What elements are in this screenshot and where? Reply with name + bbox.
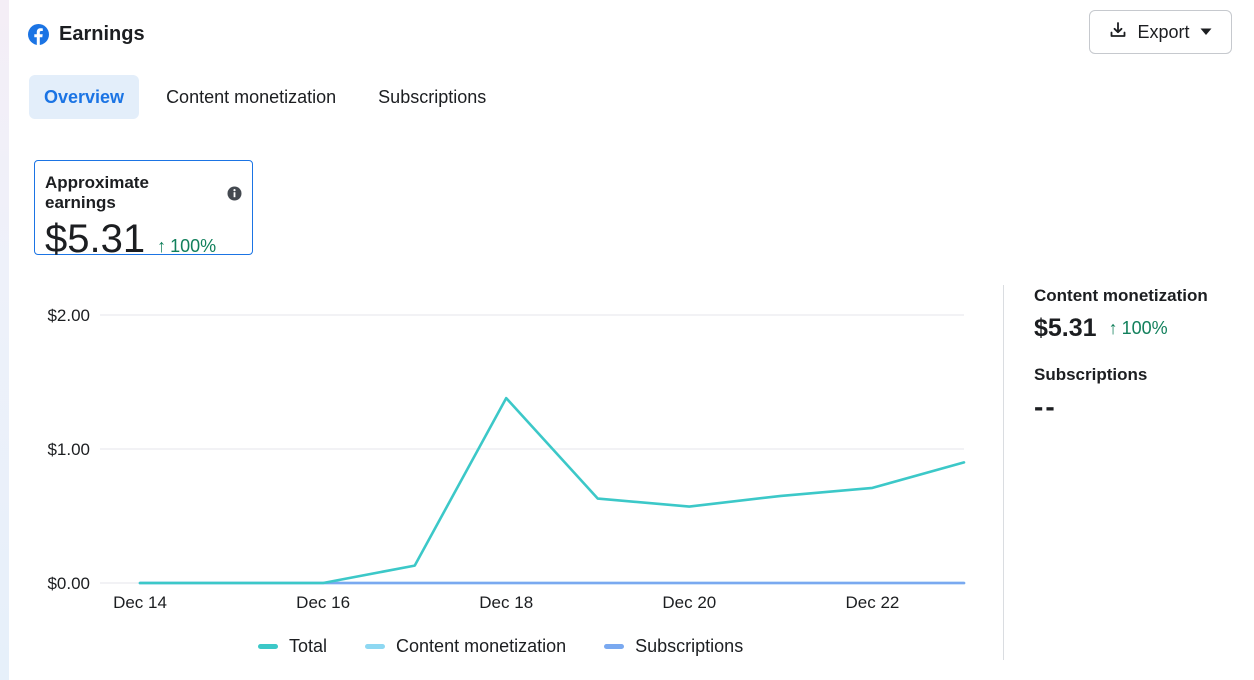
legend-item-subscriptions[interactable]: Subscriptions — [604, 636, 743, 657]
facebook-logo-icon — [28, 23, 49, 45]
y-tick-label: $2.00 — [47, 306, 90, 325]
page-title: Earnings — [59, 22, 145, 45]
x-tick-label: Dec 14 — [113, 593, 167, 612]
subscriptions-label: Subscriptions — [1034, 365, 1148, 384]
approximate-earnings-card[interactable]: Approximate earnings $5.31 ↑ 100% — [34, 160, 253, 261]
export-label: Export — [1137, 21, 1190, 42]
content-monetization-change: ↑ 100% — [1109, 318, 1168, 339]
export-button[interactable]: Export — [1089, 10, 1232, 54]
legend-swatch-subscriptions — [604, 644, 625, 649]
page-header: Earnings — [28, 20, 145, 48]
legend-swatch-total — [258, 644, 278, 649]
approximate-earnings-value: $5.31 — [45, 217, 146, 261]
x-tick-label: Dec 16 — [296, 593, 350, 612]
x-tick-label: Dec 20 — [662, 593, 716, 612]
arrow-up-icon: ↑ — [1108, 318, 1118, 338]
legend-label-total: Total — [289, 636, 328, 656]
earnings-breakdown-panel: Content monetization $5.31 ↑ 100% Subscr… — [1034, 286, 1244, 423]
download-icon — [1109, 21, 1127, 44]
subscriptions-value: -- — [1034, 391, 1057, 422]
approximate-earnings-label: Approximate earnings — [45, 173, 149, 212]
legend-item-total[interactable]: Total — [258, 636, 327, 657]
legend-swatch-content-monetization — [365, 644, 386, 649]
tab-subscriptions[interactable]: Subscriptions — [378, 86, 487, 107]
panel-divider — [1003, 285, 1004, 660]
earnings-line-chart: $2.00 $1.00 $0.00 Dec 14 Dec 16 Dec 18 Dec 20 D… — [47, 306, 966, 612]
arrow-up-icon: ↑ — [157, 236, 167, 256]
tab-bar: Overview Content monetization Subscripti… — [29, 75, 513, 119]
tab-content-monetization[interactable]: Content monetization — [166, 86, 337, 107]
legend-label-subscriptions: Subscriptions — [635, 636, 744, 656]
info-icon[interactable] — [227, 186, 242, 201]
content-monetization-value: $5.31 — [1034, 314, 1097, 342]
tab-overview[interactable]: Overview — [29, 75, 140, 119]
y-tick-label: $0.00 — [47, 574, 90, 593]
legend-label-content-monetization: Content monetization — [396, 636, 567, 656]
side-gradient-strip — [0, 0, 9, 680]
content-monetization-label: Content monetization — [1034, 286, 1208, 305]
y-tick-label: $1.00 — [47, 440, 90, 459]
caret-down-icon — [1200, 23, 1212, 41]
x-tick-label: Dec 18 — [479, 593, 533, 612]
earnings-change: ↑ 100% — [157, 236, 216, 257]
chart-legend: Total Content monetization Subscriptions — [258, 636, 781, 657]
content-monetization-change-value: 100% — [1121, 318, 1168, 338]
x-tick-label: Dec 22 — [846, 593, 900, 612]
legend-item-content-monetization[interactable]: Content monetization — [365, 636, 566, 657]
series-line-total — [138, 396, 966, 585]
earnings-change-value: 100% — [170, 236, 217, 256]
